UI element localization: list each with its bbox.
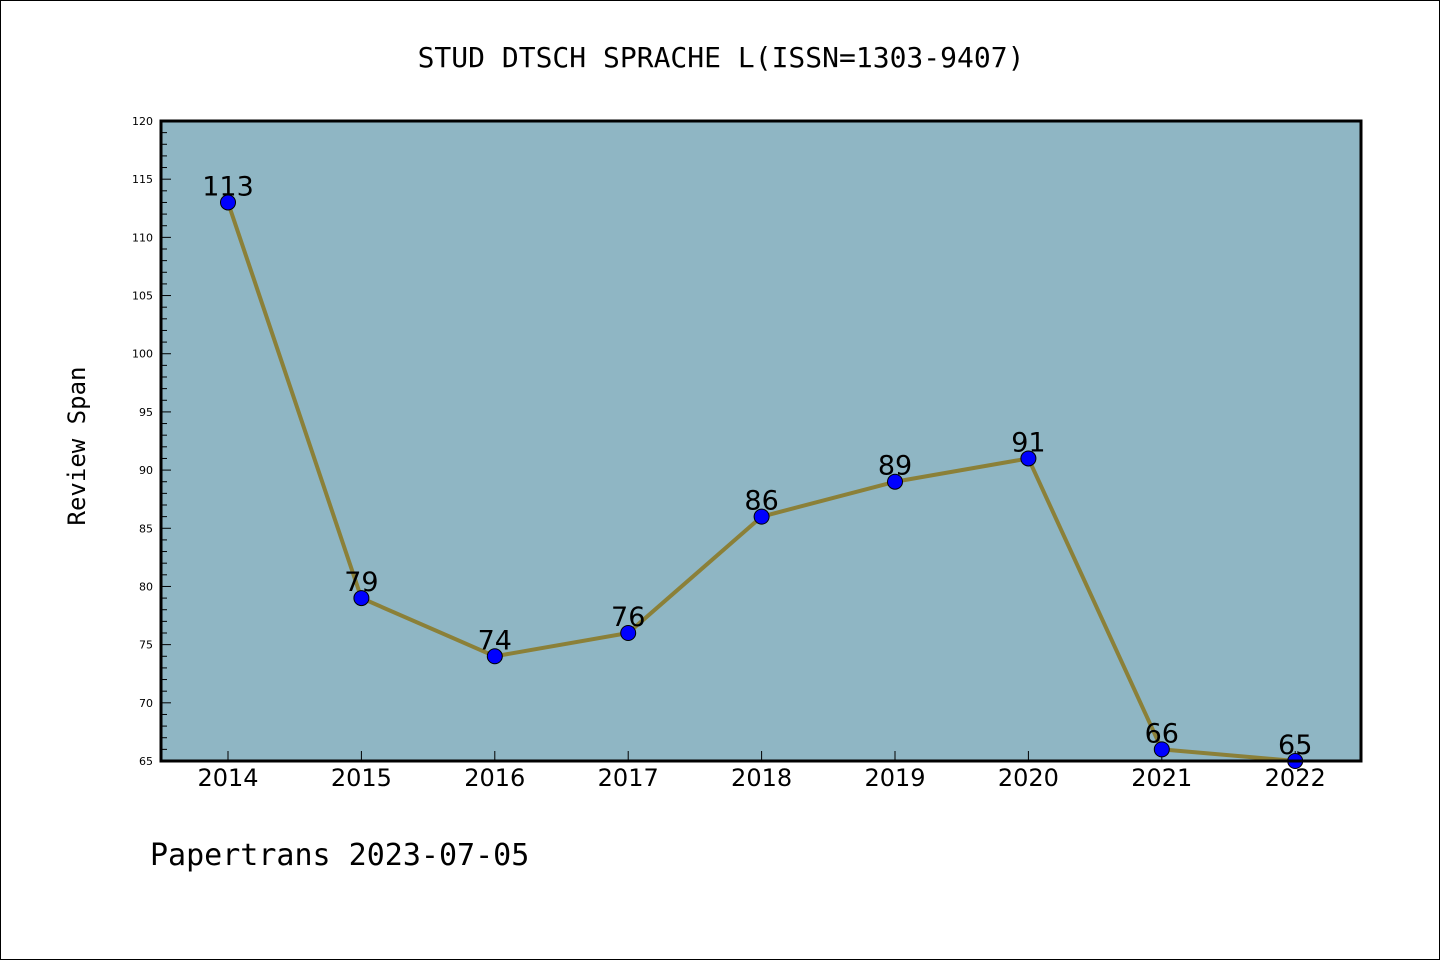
data-label: 113: [202, 171, 254, 202]
data-label: 65: [1278, 730, 1312, 761]
y-tick-label: 115: [132, 173, 153, 186]
y-tick-label: 110: [132, 231, 153, 244]
data-point: [220, 194, 236, 211]
y-tick-label: 80: [139, 580, 153, 593]
footer-text: Papertrans 2023-07-05: [150, 838, 529, 873]
data-point: [887, 473, 903, 490]
y-tick-label: 85: [139, 522, 153, 535]
data-label: 86: [744, 486, 778, 517]
y-tick-label: 75: [139, 639, 153, 652]
x-axis-ticks: 2014 2015 2016 2017 2018 2019 2020 2021 2022: [197, 751, 1326, 792]
y-tick-label: 90: [139, 464, 153, 477]
x-tick-label: 2019: [864, 764, 925, 792]
data-point: [753, 508, 770, 525]
data-label: 66: [1145, 718, 1179, 749]
y-tick-label: 70: [139, 697, 153, 710]
y-axis-ticks: 65 70 75 80 85 90 95 100 105 110 115 120: [132, 115, 171, 768]
y-tick-label: 105: [132, 290, 153, 303]
x-tick-label: 2015: [331, 764, 392, 792]
x-tick-label: 2014: [197, 764, 258, 792]
data-point: [620, 625, 637, 641]
y-tick-label: 100: [132, 348, 153, 361]
y-tick-label: 95: [139, 406, 153, 419]
data-label: 91: [1011, 427, 1045, 458]
data-point: [353, 590, 370, 607]
x-tick-label: 2017: [598, 764, 659, 792]
data-label: 89: [878, 451, 912, 482]
data-point: [486, 648, 503, 665]
data-label: 74: [478, 625, 512, 656]
x-tick-label: 2021: [1131, 764, 1192, 792]
y-axis-label: Review Span: [63, 367, 91, 526]
x-tick-label: 2020: [998, 764, 1059, 792]
x-tick-label: 2018: [731, 764, 792, 792]
plot-frame: [159, 119, 1363, 763]
x-tick-label: 2016: [464, 764, 525, 792]
data-label: 76: [611, 602, 645, 633]
plot-area: [161, 121, 1361, 761]
data-points: [220, 194, 1304, 769]
chart-title: STUD DTSCH SPRACHE L(ISSN=1303-9407): [418, 41, 1025, 74]
data-labels: 113 79 74 76 86 89 91 66 65: [202, 171, 1312, 761]
y-tick-label: 120: [132, 115, 153, 128]
data-label: 79: [344, 567, 378, 598]
data-point: [1020, 450, 1037, 467]
data-point: [1153, 741, 1170, 758]
y-tick-label: 65: [139, 755, 153, 768]
